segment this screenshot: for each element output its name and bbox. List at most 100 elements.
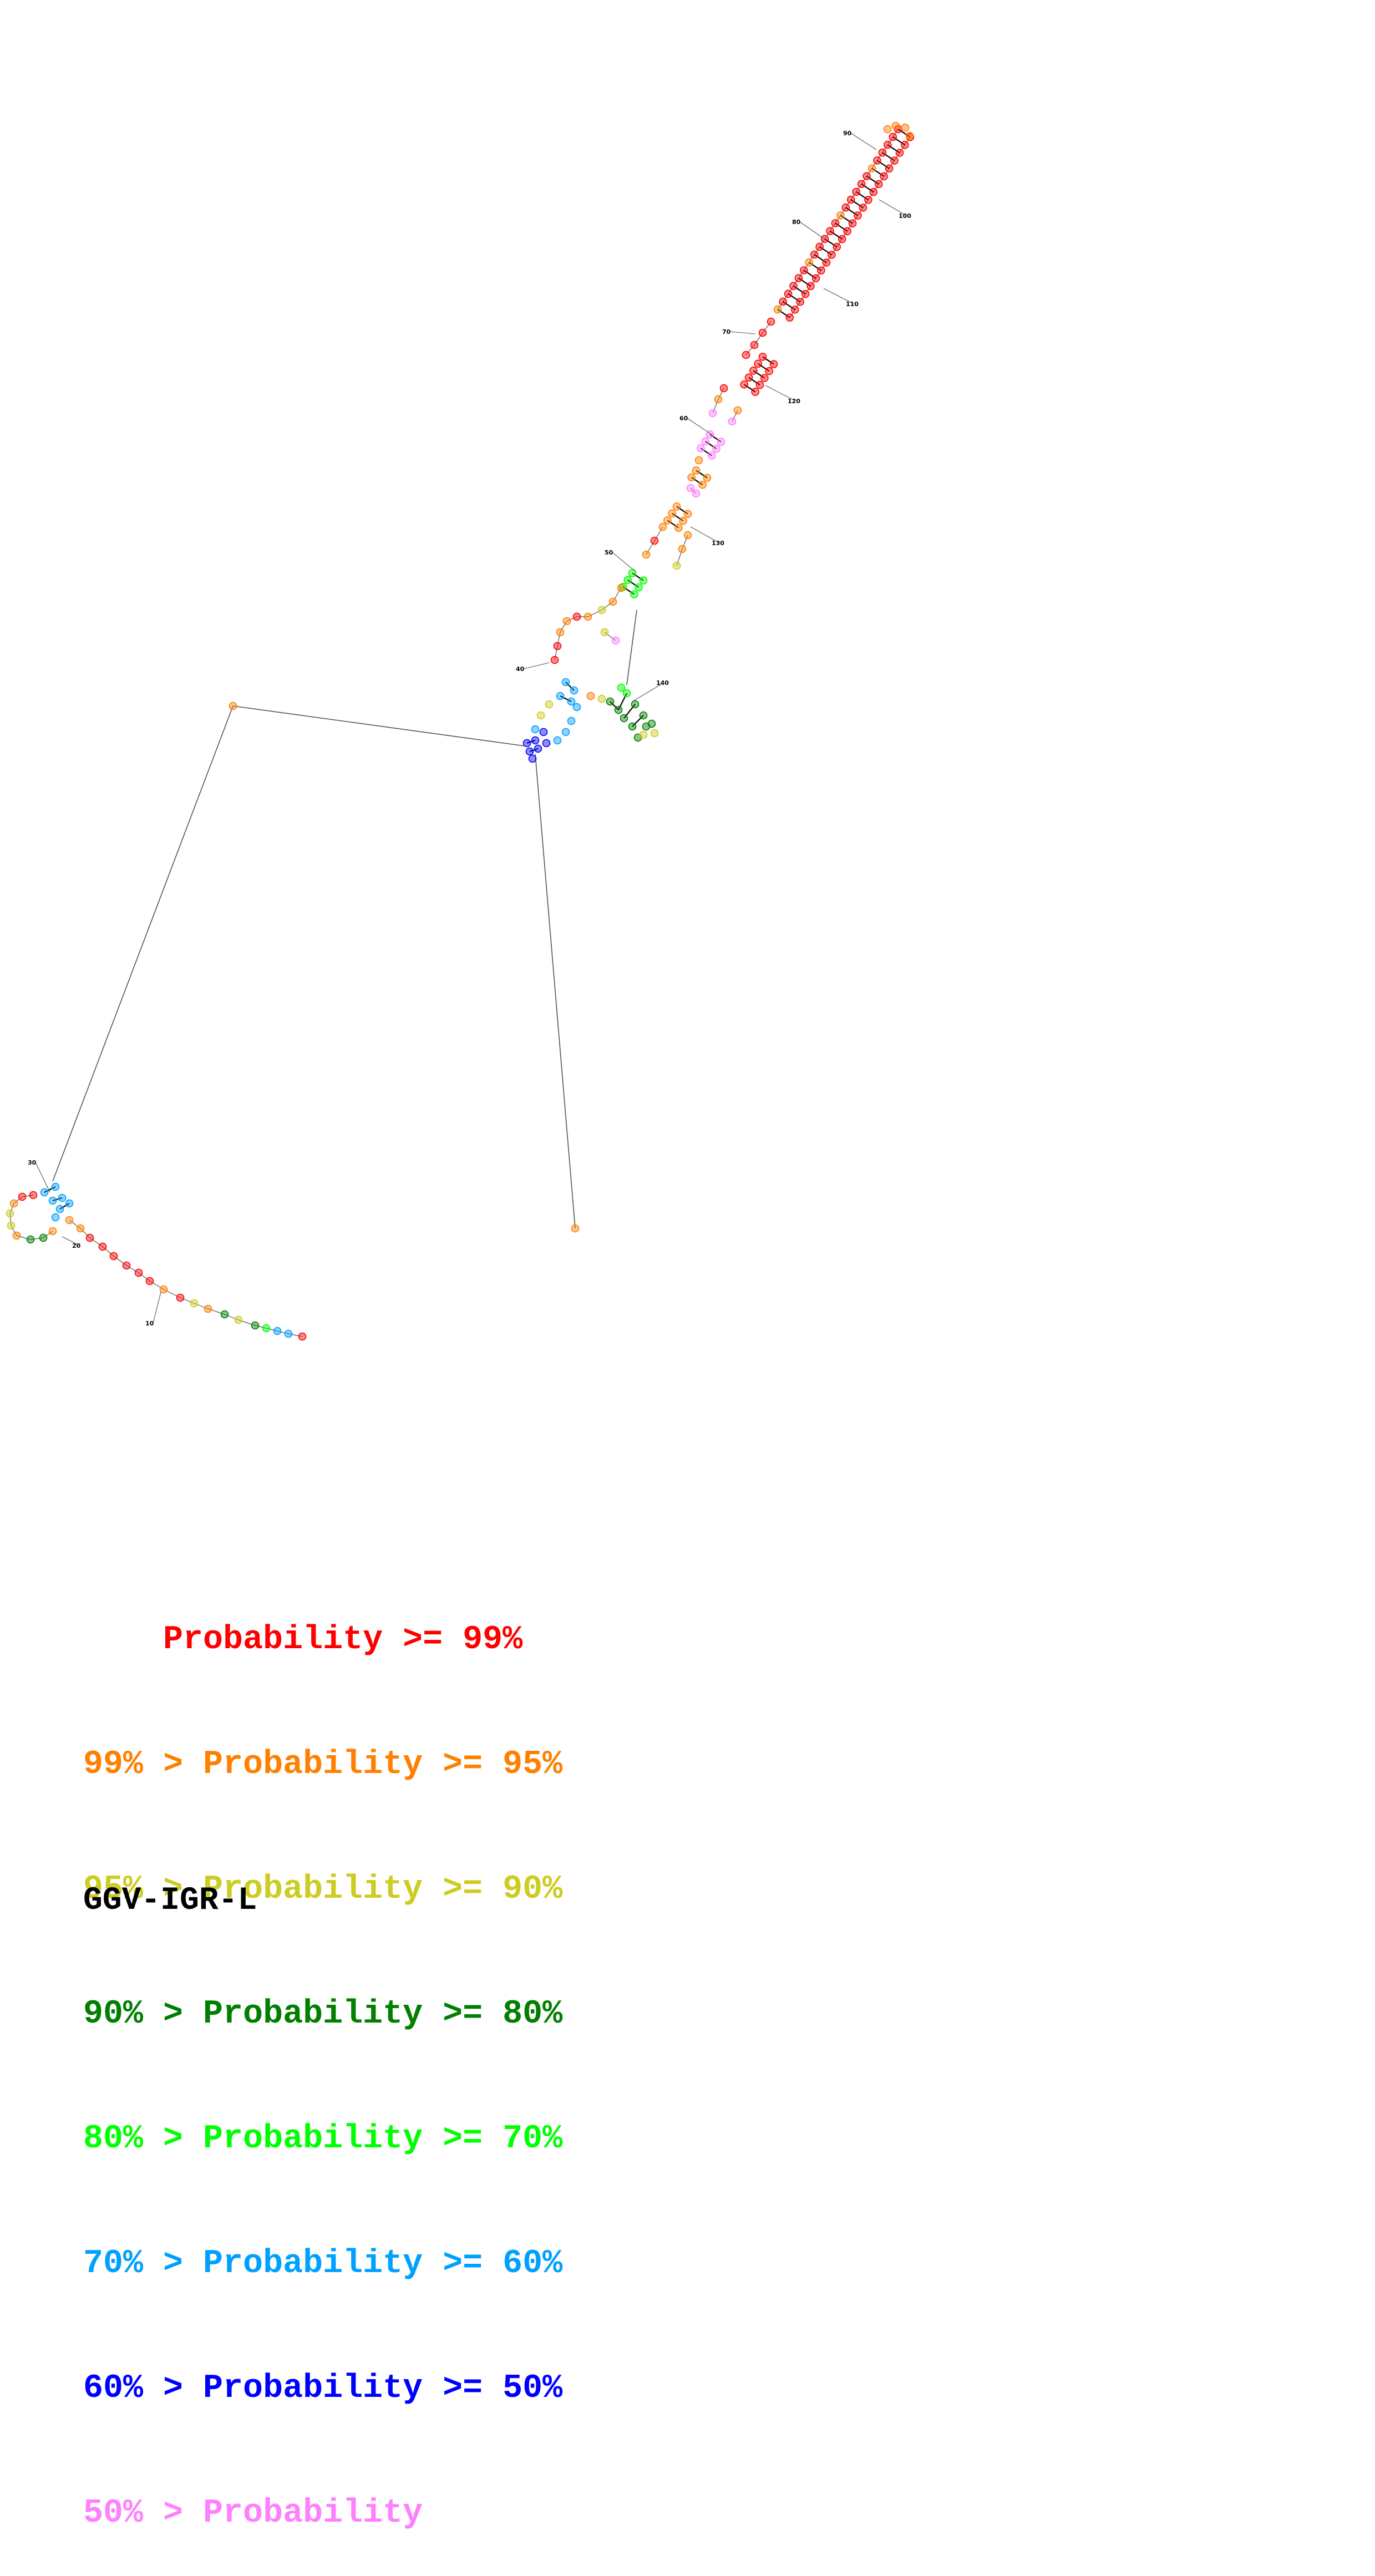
nucleotide-node (639, 711, 648, 720)
backbone-segment (754, 332, 763, 346)
base-pair-bond (705, 440, 717, 450)
nucleotide-node (562, 617, 571, 626)
base-pair-bond (632, 572, 644, 581)
nucleotide-node (672, 502, 681, 511)
backbone-segment (789, 309, 795, 318)
nucleotide-node (822, 258, 831, 267)
backbone-segment (612, 587, 622, 602)
backbone-segment (16, 1235, 31, 1240)
nucleotide-node (522, 739, 531, 748)
base-pair-bond (840, 215, 853, 224)
nucleotide-node (620, 714, 628, 723)
nucleotide-node (635, 583, 643, 592)
label-leader-line (850, 133, 877, 150)
base-pair-bond (798, 277, 811, 287)
base-pair-bond (753, 370, 765, 379)
nucleotide-node (298, 1332, 307, 1341)
backbone-segment (180, 1297, 195, 1304)
nucleotide-node (701, 437, 709, 446)
backbone-segment (809, 254, 815, 263)
nucleotide-number-label: 60 (679, 415, 688, 422)
backbone-segment (894, 153, 900, 161)
backbone-segment (560, 621, 567, 633)
nucleotide-node (683, 531, 692, 540)
nucleotide-node (614, 705, 623, 714)
nucleotide-node (76, 1224, 85, 1233)
legend-row-p70: 80% > Probability >= 70% (83, 2120, 563, 2158)
backbone-segment (587, 609, 602, 617)
nucleotide-node (542, 739, 551, 748)
nucleotide-node (204, 1304, 212, 1313)
base-pair-bond (676, 506, 688, 515)
base-pair-bond (610, 701, 619, 710)
nucleotide-node (273, 1327, 282, 1335)
backbone-segment (43, 1231, 53, 1238)
nucleotide-node (754, 359, 762, 368)
base-pair-bond (850, 199, 864, 209)
base-pair-bond (627, 579, 640, 588)
nucleotide-node (571, 1224, 580, 1233)
base-pair-bond (876, 160, 890, 169)
nucleotide-node (867, 164, 876, 172)
backbone-segment (676, 548, 683, 566)
nucleotide-number-label: 70 (722, 328, 731, 336)
nucleotide-node (608, 597, 617, 606)
label-leader-line (687, 418, 713, 436)
nucleotide-node (672, 561, 681, 570)
backbone-segment (207, 1308, 225, 1315)
backbone-segment (820, 262, 827, 271)
legend-row-p80: 90% > Probability >= 80% (83, 1995, 563, 2033)
nucleotide-node (628, 569, 637, 577)
nucleotide-number-label: 10 (145, 1320, 154, 1327)
nucleotide-node (251, 1321, 260, 1330)
base-pair-bond (748, 377, 760, 386)
backbone-lines (9, 129, 911, 1337)
backbone-segment (889, 160, 895, 169)
nucleotide-node (642, 550, 651, 559)
base-pair-bond (696, 470, 708, 479)
nucleotide-node (838, 235, 846, 243)
nucleotide-node (836, 211, 845, 220)
legend-row-p90: 95% > Probability >= 90% (83, 1871, 563, 1908)
backbone-segment (149, 1281, 164, 1290)
nucleotide-node (553, 736, 562, 745)
nucleotide-node (831, 219, 840, 227)
base-pair-bond (866, 175, 879, 185)
nucleotide-node (843, 227, 851, 236)
nucleotide-node (708, 451, 716, 460)
backbone-segment (800, 293, 806, 302)
nucleotide-node (714, 395, 723, 404)
nucleotide-node (572, 703, 581, 712)
backbone-segment (826, 255, 832, 263)
backbone-connector (232, 705, 525, 746)
base-pair-bond (700, 448, 712, 456)
backbone-segment (601, 601, 613, 611)
base-pair-bond (809, 262, 822, 271)
nucleotide-node (7, 1221, 16, 1230)
label-leader-line (153, 1292, 161, 1324)
backbone-segment (89, 1237, 103, 1247)
nucleotide-node (692, 466, 701, 475)
nucleotide-node (611, 636, 620, 645)
base-pair-bond (618, 693, 627, 710)
nucleotide-node (55, 1205, 64, 1213)
backbone-segment (238, 1319, 256, 1326)
label-leader-line (612, 552, 636, 572)
base-pair-bond (829, 230, 843, 240)
nucleotide-node (550, 656, 559, 664)
backbone-segment (899, 145, 905, 153)
base-pair-bond (793, 285, 806, 295)
label-leader-line (729, 331, 756, 334)
backbone-segment (815, 270, 821, 279)
nucleotide-node (765, 367, 773, 375)
nucleotide-node (760, 374, 769, 382)
nucleotide-node (528, 754, 537, 763)
nucleotide-node (51, 1213, 60, 1222)
backbone-segment (798, 270, 804, 278)
nucleotide-node (815, 242, 824, 251)
nucleotide-node (48, 1196, 57, 1205)
backbone-connector (52, 705, 234, 1182)
base-pair-bond (632, 715, 644, 727)
nucleotide-nodes (6, 121, 915, 1341)
nucleotide-node (826, 227, 834, 235)
